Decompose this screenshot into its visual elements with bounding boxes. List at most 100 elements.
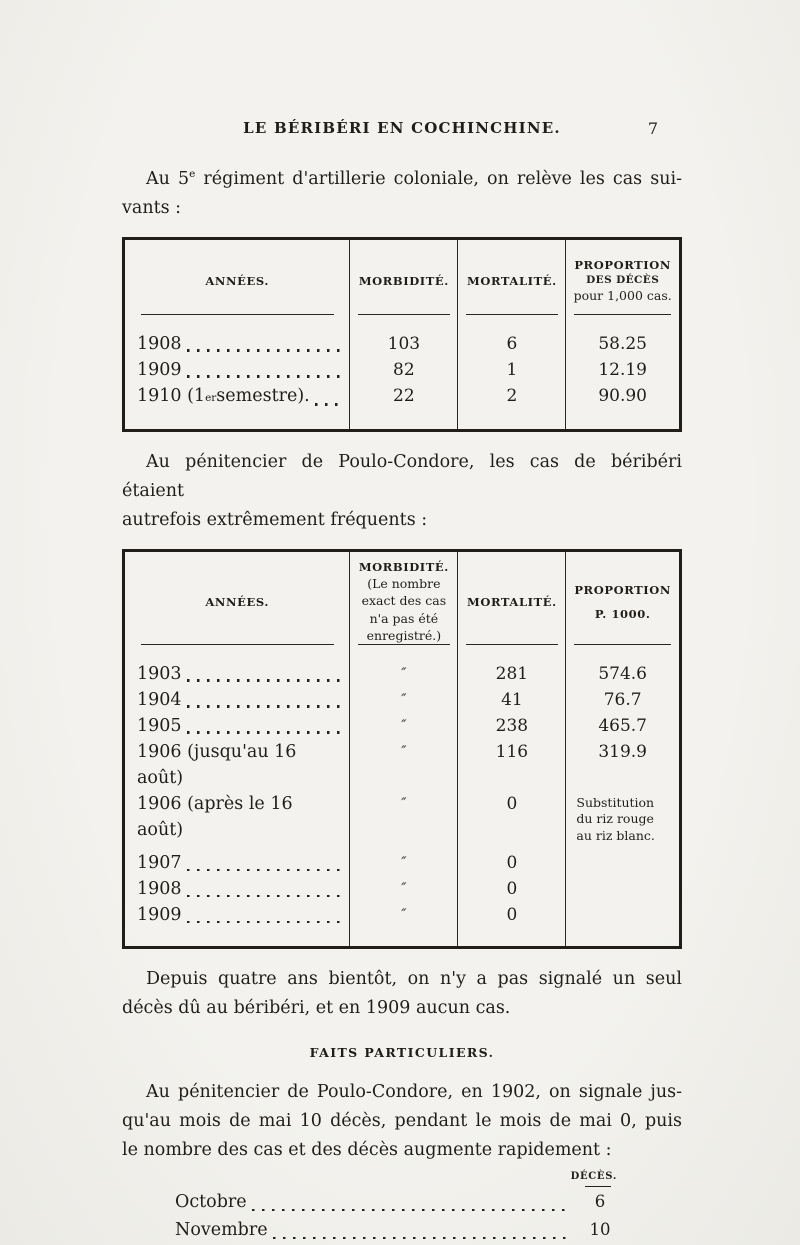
- column-header-note: exact des cas: [361, 593, 447, 609]
- text-run: régiment d'artillerie coloniale, on relè…: [195, 168, 682, 189]
- spacer: [457, 651, 565, 661]
- table2-header-annees: ANNÉES.: [125, 552, 349, 652]
- column-header: P. 1000.: [594, 606, 651, 621]
- paragraph-line: vants :: [122, 197, 182, 218]
- cell-mortalite: 0: [457, 902, 565, 929]
- cell-morbidite-ditto: ″: [349, 686, 457, 713]
- spacer: [125, 411, 349, 429]
- text-run: Au 5: [146, 168, 190, 189]
- spacer: [349, 928, 457, 947]
- table1-header-mortalite: MORTALITÉ.: [457, 239, 565, 322]
- cell-proportion: [565, 902, 679, 929]
- year-label: 1908: [137, 333, 182, 354]
- cell-mortalite: 0: [457, 850, 565, 877]
- dot-leader: [186, 731, 344, 734]
- paragraph-line: Depuis quatre ans bientôt, on n'y a pas …: [146, 969, 682, 990]
- cell-mortalite: 6: [457, 330, 565, 357]
- cell-proportion-note: Substitution du riz rouge au riz blanc.: [565, 790, 679, 845]
- year-label: 1909: [137, 905, 182, 926]
- year-label: 1910 (1: [137, 385, 206, 406]
- spacer: [125, 322, 349, 331]
- paragraph-regiment: Au 5e régiment d'artillerie coloniale, o…: [122, 160, 682, 223]
- deces-value: 10: [589, 1220, 611, 1240]
- cell-proportion: 574.6: [565, 660, 679, 687]
- cell-proportion: 90.90: [565, 382, 679, 411]
- dot-leader: [186, 894, 344, 898]
- column-header: pour 1,000 cas.: [573, 288, 672, 304]
- cell-mortalite: 281: [457, 660, 565, 687]
- column-header: PROPORTION: [574, 258, 672, 273]
- spacer: [457, 844, 565, 851]
- page-title: LE BÉRIBÉRI EN COCHINCHINE.: [243, 119, 561, 137]
- dot-leader: [186, 349, 344, 352]
- spacer: [565, 844, 679, 851]
- spacer: [125, 928, 349, 946]
- spacer: [457, 928, 565, 947]
- table-row-year: 1906 (après le 16 août): [125, 791, 349, 843]
- header-rule: [585, 1186, 611, 1188]
- list-item: Novembre 10: [175, 1216, 623, 1244]
- cell-morbidite: 103: [349, 330, 457, 357]
- paragraph-line: Au pénitencier de Poulo-Condore, les cas…: [122, 451, 682, 501]
- column-header: ANNÉES.: [205, 273, 269, 288]
- cell-morbidite: 22: [349, 382, 457, 411]
- paragraph-line: Au pénitencier de Poulo-Condore, en 1902…: [146, 1082, 682, 1103]
- cell-morbidite-ditto: ″: [349, 876, 457, 903]
- table-row-year: 1910 (1 er semestre).: [125, 383, 349, 411]
- cell-morbidite-ditto: ″: [349, 902, 457, 929]
- cell-morbidite-ditto: ″: [349, 790, 457, 845]
- year-label: 1906 (jusqu'au 16 août): [137, 741, 297, 788]
- cell-proportion: 58.25: [565, 330, 679, 357]
- paragraph-faits: Au pénitencier de Poulo-Condore, en 1902…: [122, 1078, 682, 1165]
- dot-leader: [186, 705, 344, 708]
- cell-morbidite-ditto: ″: [349, 660, 457, 687]
- table-row-year: 1909: [125, 357, 349, 383]
- year-label: 1908: [137, 879, 182, 900]
- cell-proportion: 319.9: [565, 738, 679, 791]
- year-label: 1909: [137, 359, 182, 380]
- table-row-year: 1904: [125, 687, 349, 713]
- spacer: [457, 410, 565, 429]
- cell-mortalite: 0: [457, 876, 565, 903]
- dot-leader: [272, 1236, 571, 1240]
- table1-header-proportion: PROPORTION DES DÉCÈS pour 1,000 cas.: [565, 239, 679, 322]
- spacer: [349, 651, 457, 661]
- year-label: 1907: [137, 853, 182, 874]
- deces-value: 6: [594, 1192, 606, 1212]
- running-header: LE BÉRIBÉRI EN COCHINCHINE. 7: [122, 118, 682, 138]
- paragraph-poulo-condore: Au pénitencier de Poulo-Condore, les cas…: [122, 448, 682, 535]
- page-number: 7: [647, 119, 658, 138]
- cell-proportion: 465.7: [565, 712, 679, 739]
- list-item: Octobre 6: [175, 1188, 623, 1216]
- table-row-year: 1908: [125, 331, 349, 357]
- paragraph-line: Au 5e régiment d'artillerie coloniale, o…: [122, 160, 682, 194]
- superscript: er: [205, 391, 217, 404]
- dot-leader: [186, 679, 344, 682]
- column-header: MORTALITÉ.: [467, 594, 557, 609]
- deces-list-header: DÉCÈS.: [175, 1171, 623, 1188]
- spacer: [349, 844, 457, 851]
- year-label: 1906 (après le 16 août): [137, 793, 293, 840]
- column-header-note: enregistré.): [366, 628, 442, 644]
- cell-morbidite-ditto: ″: [349, 712, 457, 739]
- dot-leader: [251, 1208, 571, 1212]
- paragraph-line: décès dû au béribéri, et en 1909 aucun c…: [122, 998, 511, 1019]
- cell-proportion: 76.7: [565, 686, 679, 713]
- table2-header-morbidite: MORBIDITÉ. (Le nombre exact des cas n'a …: [349, 551, 457, 652]
- cell-mortalite: 0: [457, 790, 565, 845]
- cell-mortalite: 2: [457, 382, 565, 411]
- column-header-note: n'a pas été: [369, 610, 439, 626]
- cell-proportion: 12.19: [565, 356, 679, 383]
- dot-leader: [314, 403, 344, 406]
- section-heading-faits-particuliers: FAITS PARTICULIERS.: [309, 1045, 495, 1061]
- year-label: 1904: [137, 689, 182, 710]
- table-row-year: 1907: [125, 850, 349, 876]
- table-row-year: 1905: [125, 713, 349, 739]
- paragraph-line: qu'au mois de mai 10 décès, pendant le m…: [122, 1111, 682, 1132]
- month-label: Novembre: [175, 1220, 268, 1241]
- year-label: 1905: [137, 715, 182, 736]
- table2-header-mortalite: MORTALITÉ.: [457, 551, 565, 652]
- table-penitencier-cases: ANNÉES. MORBIDITÉ. (Le nombre exact des …: [122, 548, 682, 950]
